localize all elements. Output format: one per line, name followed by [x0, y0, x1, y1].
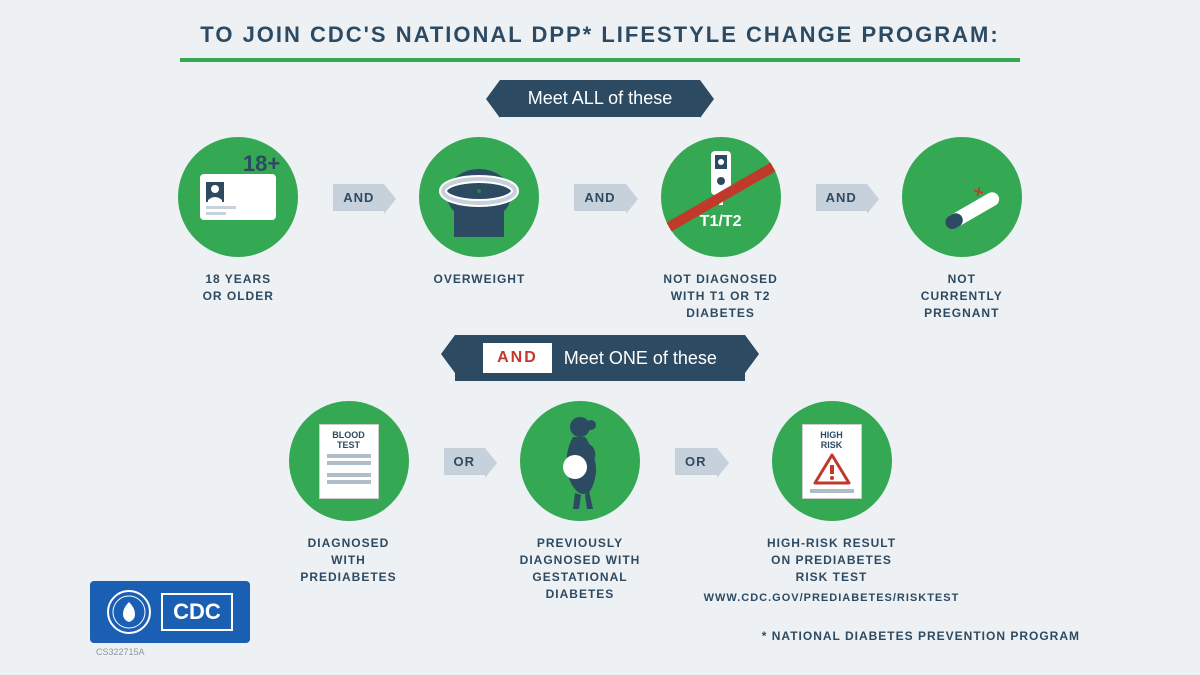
high-risk-caption: HIGH-RISK RESULTON PREDIABETESRISK TEST — [767, 535, 896, 585]
section1-banner: Meet ALL of these — [0, 80, 1200, 117]
t1t2-text: T1/T2 — [700, 213, 742, 231]
age-icon: 18+ — [178, 137, 298, 257]
footnote: * NATIONAL DIABETES PREVENTION PROGRAM — [762, 629, 1080, 643]
hhs-seal-icon — [107, 590, 151, 634]
blood-test-icon: BLOODTEST — [289, 401, 409, 521]
doc-code: CS322715A — [96, 647, 145, 657]
cdc-text: CDC — [161, 593, 233, 631]
connector-or-1: OR — [444, 401, 486, 521]
ribbon-one-text: Meet ONE of these — [564, 348, 717, 369]
blood-test-caption: DIAGNOSEDWITHPREDIABETES — [300, 535, 396, 585]
no-diabetes-caption: NOT DIAGNOSEDWITH T1 OR T2DIABETES — [663, 271, 777, 321]
and-label: AND — [574, 184, 625, 211]
page-title: TO JOIN CDC'S NATIONAL DPP* LIFESTYLE CH… — [0, 0, 1200, 48]
risk-test-url: WWW.CDC.GOV/PREDIABETES/RISKTEST — [704, 592, 960, 604]
and-label: AND — [816, 184, 867, 211]
or-label: OR — [675, 448, 717, 475]
pregnancy-test-icon: ✕ — [902, 137, 1022, 257]
overweight-caption: OVERWEIGHT — [434, 271, 526, 288]
connector-or-2: OR — [675, 401, 717, 521]
paper-icon: HIGHRISK — [802, 424, 862, 499]
item-gestational: PREVIOUSLYDIAGNOSED WITHGESTATIONALDIABE… — [495, 401, 665, 602]
row-one: BLOODTEST DIAGNOSEDWITHPREDIABETES OR PR… — [0, 401, 1200, 603]
gestational-caption: PREVIOUSLYDIAGNOSED WITHGESTATIONALDIABE… — [520, 535, 641, 602]
not-pregnant-caption: NOTCURRENTLYPREGNANT — [921, 271, 1003, 321]
item-blood-test: BLOODTEST DIAGNOSEDWITHPREDIABETES — [264, 401, 434, 585]
high-risk-paper-title: HIGHRISK — [820, 431, 843, 451]
age-badge-text: 18+ — [243, 151, 280, 177]
cdc-logo: CDC — [90, 581, 250, 643]
item-age: 18+ 18 YEARSOR OLDER — [153, 137, 323, 305]
connector-and-3: AND — [816, 137, 867, 257]
item-no-diabetes: T1/T2 NOT DIAGNOSEDWITH T1 OR T2DIABETES — [636, 137, 806, 321]
ribbon-all-text: Meet ALL of these — [528, 88, 672, 109]
row-all: 18+ 18 YEARSOR OLDER AND OVERWEIGHT AND … — [0, 137, 1200, 321]
connector-and-2: AND — [574, 137, 625, 257]
item-not-pregnant: ✕ NOTCURRENTLYPREGNANT — [877, 137, 1047, 321]
item-high-risk: HIGHRISK HIGH-RISK RESULTON PREDIABETESR… — [727, 401, 937, 603]
and-label: AND — [333, 184, 384, 211]
connector-and-1: AND — [333, 137, 384, 257]
title-underline — [180, 58, 1020, 62]
and-pill: AND — [483, 343, 552, 373]
section2-banner: AND Meet ONE of these — [0, 335, 1200, 381]
age-caption: 18 YEARSOR OLDER — [203, 271, 274, 305]
item-overweight: OVERWEIGHT — [394, 137, 564, 288]
paper-icon: BLOODTEST — [319, 424, 379, 499]
gestational-icon — [520, 401, 640, 521]
blood-test-paper-title: BLOODTEST — [332, 431, 365, 451]
high-risk-icon: HIGHRISK — [772, 401, 892, 521]
no-diabetes-icon: T1/T2 — [661, 137, 781, 257]
ribbon-one: AND Meet ONE of these — [455, 335, 745, 381]
ribbon-all: Meet ALL of these — [500, 80, 700, 117]
or-label: OR — [444, 448, 486, 475]
overweight-icon — [419, 137, 539, 257]
